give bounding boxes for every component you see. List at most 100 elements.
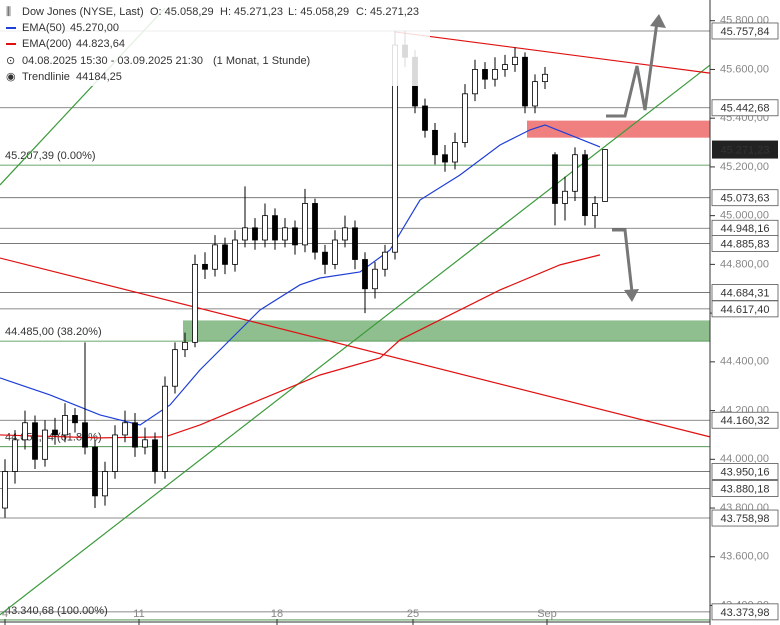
level-box <box>711 411 779 429</box>
arrow-head <box>624 289 639 302</box>
legend-name: EMA(200) <box>22 38 72 50</box>
level-box <box>711 189 779 207</box>
candle-body <box>202 263 208 270</box>
title: Dow Jones (NYSE, Last) <box>22 6 144 18</box>
candle-body <box>292 227 298 246</box>
trend-name: Trendlinie <box>22 71 70 83</box>
candle-body <box>212 244 218 270</box>
ohlc: C: 45.271,23 <box>356 6 419 18</box>
level-label: 45.442,68 <box>721 103 770 115</box>
candle-body <box>22 422 28 441</box>
candle-body <box>2 471 8 509</box>
candle-body <box>242 227 248 241</box>
candle-body <box>362 259 368 290</box>
ohlc: O: 45.058,29 <box>150 6 214 18</box>
candle-body <box>372 268 378 290</box>
candle-body <box>332 239 338 265</box>
candle-body <box>442 154 448 163</box>
down-arrow <box>612 228 634 293</box>
icon: ⫼ <box>6 6 11 18</box>
candle-body <box>102 471 108 497</box>
candle-body <box>132 422 138 448</box>
candle-body <box>472 69 478 95</box>
candle-body <box>62 415 68 436</box>
legend-value: 44.823,64 <box>76 38 125 50</box>
x-tick-label: Sep <box>537 608 557 620</box>
candle-body <box>322 251 328 265</box>
y-tick-label: 45.200,00 <box>720 161 769 173</box>
y-tick-label: 43.800,00 <box>720 502 769 514</box>
level-label: 44.617,40 <box>721 304 770 316</box>
y-tick-label: 43.600,00 <box>720 551 769 563</box>
candle-body <box>352 227 358 260</box>
level-box <box>711 99 779 117</box>
candle-body <box>192 263 198 343</box>
candle-body <box>552 154 558 204</box>
y-tick-label: 45.600,00 <box>720 63 769 75</box>
zone <box>527 120 710 138</box>
candle-body <box>282 227 288 241</box>
ema-line <box>0 124 601 426</box>
interval: (1 Monat, 1 Stunde) <box>213 55 310 67</box>
candle-body <box>172 349 178 387</box>
candle-body <box>602 149 608 202</box>
candle-body <box>562 190 568 204</box>
candle-body <box>462 93 468 143</box>
candle-body <box>142 439 148 448</box>
period: 04.08.2025 15:30 - 03.09.2025 21:30 <box>22 55 203 67</box>
trendline <box>0 64 711 616</box>
y-tick-label: 44.400,00 <box>720 356 769 368</box>
candle-body <box>522 56 528 107</box>
level-box <box>711 300 779 318</box>
level-label: 43.880,18 <box>721 483 770 495</box>
legend: ⫼ Dow Jones (NYSE, Last) O: 45.058,29 H:… <box>0 0 430 86</box>
arrow-head <box>650 14 666 28</box>
candle-body <box>492 69 498 80</box>
candle-body <box>152 439 158 472</box>
candle-body <box>502 64 508 70</box>
trendline <box>0 257 711 438</box>
x-tick-label: 4 <box>2 608 8 620</box>
candle-body <box>252 227 258 241</box>
legend-value: 45.270,00 <box>70 22 119 34</box>
y-tick-label: 44.800,00 <box>720 258 769 270</box>
candle-body <box>232 239 238 265</box>
candle-body <box>112 434 118 472</box>
legend-name: EMA(50) <box>22 22 65 34</box>
ema-line <box>0 254 601 439</box>
ohlc: H: 45.271,23 <box>220 6 283 18</box>
candle-body <box>122 422 128 436</box>
level-box <box>711 463 779 480</box>
trendline <box>394 31 711 74</box>
candle-body <box>342 227 348 241</box>
forecast-arrows <box>606 14 666 302</box>
candle-body <box>82 422 88 448</box>
plot-area: 45.207,39 (0.00%) 44.485,00 (38.20%) 44.05… <box>0 7 711 621</box>
level-label: 44.160,32 <box>721 415 770 427</box>
icon: ⊙ <box>6 55 15 67</box>
candle-body <box>262 215 268 241</box>
candle-body <box>302 203 308 246</box>
candle-body <box>42 429 48 460</box>
candle-body <box>222 244 228 265</box>
candle-body <box>542 73 548 83</box>
legend-bg <box>0 0 430 86</box>
level-box <box>711 480 779 497</box>
level-label: 44.885,83 <box>721 238 770 250</box>
fib-label: 43.340,68 (100.00%) <box>5 605 108 617</box>
candle-body <box>52 429 58 436</box>
zone <box>183 320 710 342</box>
candle-body <box>432 129 438 156</box>
candle-body <box>182 341 188 351</box>
candle-body <box>382 251 388 270</box>
fib-label: 45.207,39 (0.00%) <box>5 150 96 162</box>
fib-label: 44.485,00 (38.20%) <box>5 326 102 338</box>
candle-body <box>532 81 538 107</box>
candle-body <box>162 385 168 472</box>
candle-body <box>312 203 318 253</box>
candle-body <box>12 439 18 472</box>
y-tick-label: 44.000,00 <box>720 453 769 465</box>
icon: ◉ <box>6 71 16 83</box>
candle-body <box>92 446 98 497</box>
